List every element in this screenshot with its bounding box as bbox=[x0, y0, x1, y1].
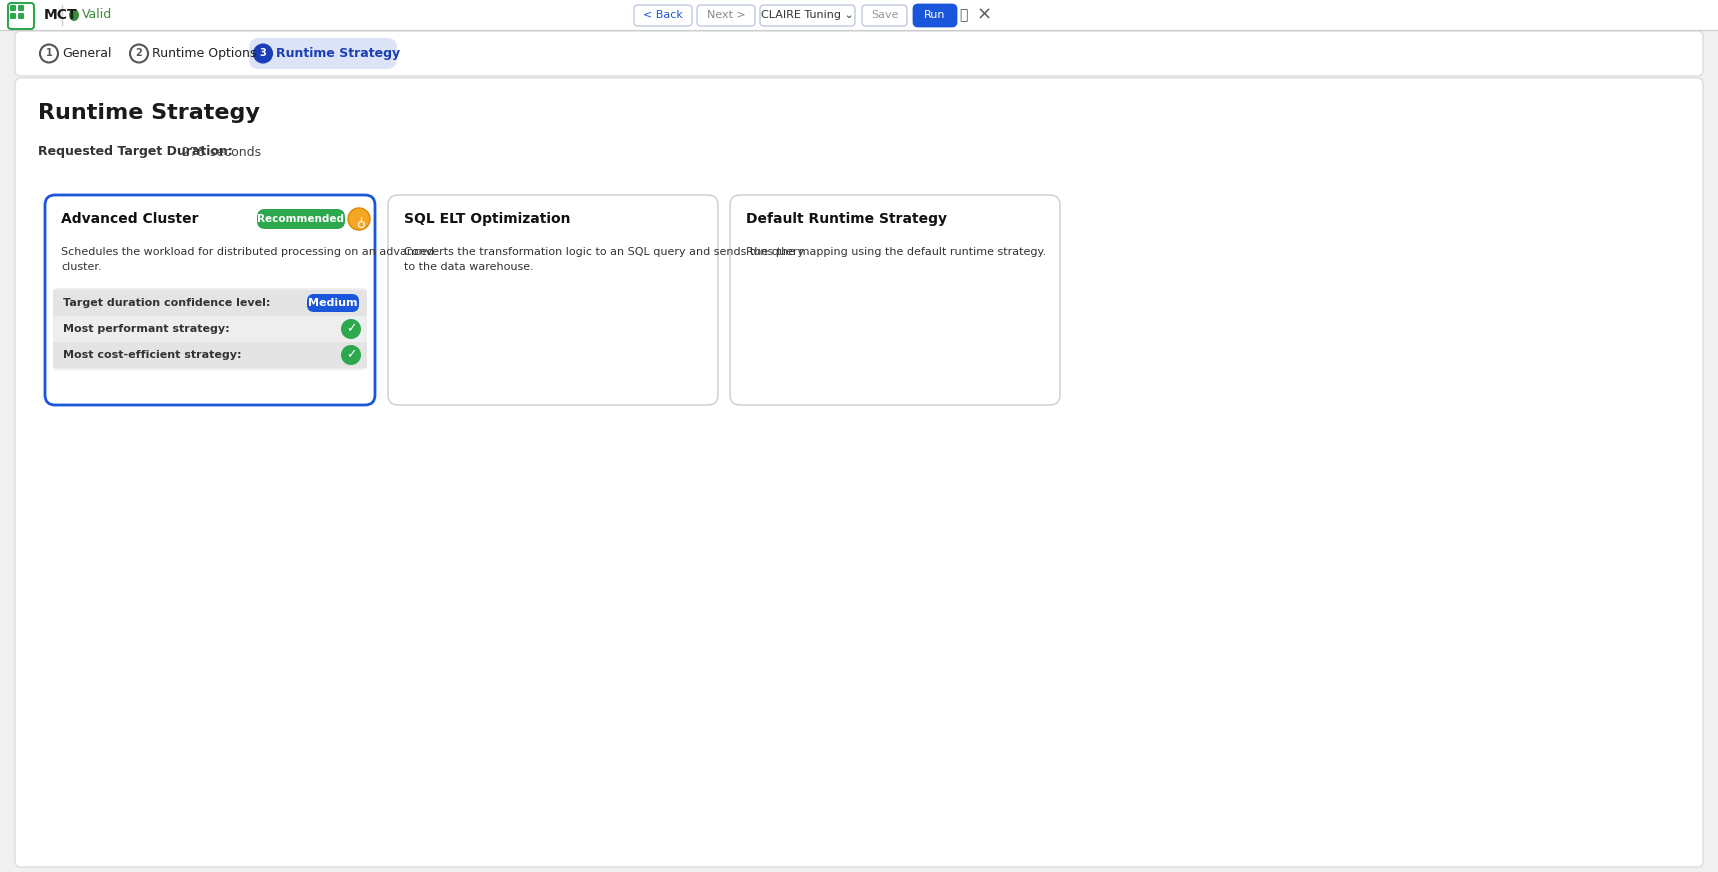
Circle shape bbox=[40, 44, 58, 63]
Text: CLAIRE Tuning ⌄: CLAIRE Tuning ⌄ bbox=[761, 10, 854, 20]
Circle shape bbox=[340, 345, 361, 365]
Text: Schedules the workload for distributed processing on an advanced
cluster.: Schedules the workload for distributed p… bbox=[62, 247, 435, 272]
FancyBboxPatch shape bbox=[53, 290, 368, 316]
FancyBboxPatch shape bbox=[15, 31, 1703, 76]
Text: MCT: MCT bbox=[45, 8, 77, 22]
Text: 275 seconds: 275 seconds bbox=[182, 146, 261, 159]
FancyBboxPatch shape bbox=[759, 5, 856, 26]
FancyBboxPatch shape bbox=[10, 5, 15, 11]
FancyBboxPatch shape bbox=[17, 5, 24, 11]
Text: Next >: Next > bbox=[706, 10, 746, 20]
Text: Target duration confidence level:: Target duration confidence level: bbox=[64, 298, 270, 308]
FancyBboxPatch shape bbox=[10, 13, 15, 19]
Circle shape bbox=[254, 44, 271, 63]
Text: Valid: Valid bbox=[82, 9, 112, 22]
Text: Converts the transformation logic to an SQL query and sends the query
to the dat: Converts the transformation logic to an … bbox=[404, 247, 804, 272]
FancyBboxPatch shape bbox=[53, 316, 368, 342]
FancyBboxPatch shape bbox=[634, 5, 692, 26]
FancyBboxPatch shape bbox=[45, 195, 375, 405]
Text: Runtime Strategy: Runtime Strategy bbox=[38, 103, 259, 123]
FancyBboxPatch shape bbox=[388, 195, 718, 405]
Text: Save: Save bbox=[871, 10, 899, 20]
Text: ⚲: ⚲ bbox=[354, 214, 364, 227]
FancyBboxPatch shape bbox=[15, 78, 1703, 867]
Text: Advanced Cluster: Advanced Cluster bbox=[62, 212, 199, 226]
Text: 2: 2 bbox=[136, 49, 143, 58]
Text: Requested Target Duration:: Requested Target Duration: bbox=[38, 146, 232, 159]
Text: ✓: ✓ bbox=[345, 323, 356, 336]
FancyBboxPatch shape bbox=[17, 13, 24, 19]
Text: Most performant strategy:: Most performant strategy: bbox=[64, 324, 230, 334]
Text: 3: 3 bbox=[259, 49, 266, 58]
FancyBboxPatch shape bbox=[249, 38, 397, 69]
Text: Default Runtime Strategy: Default Runtime Strategy bbox=[746, 212, 947, 226]
FancyBboxPatch shape bbox=[730, 195, 1060, 405]
Circle shape bbox=[131, 44, 148, 63]
Text: ✓: ✓ bbox=[345, 349, 356, 362]
Text: SQL ELT Optimization: SQL ELT Optimization bbox=[404, 212, 570, 226]
FancyBboxPatch shape bbox=[308, 294, 359, 312]
Text: Most cost-efficient strategy:: Most cost-efficient strategy: bbox=[64, 350, 242, 360]
Circle shape bbox=[340, 319, 361, 339]
FancyBboxPatch shape bbox=[862, 5, 907, 26]
Text: Recommended: Recommended bbox=[258, 214, 345, 224]
FancyBboxPatch shape bbox=[914, 5, 955, 26]
Text: Runtime Strategy: Runtime Strategy bbox=[277, 47, 400, 60]
FancyBboxPatch shape bbox=[698, 5, 754, 26]
Text: ⧉: ⧉ bbox=[959, 8, 967, 22]
Text: < Back: < Back bbox=[643, 10, 684, 20]
Text: General: General bbox=[62, 47, 112, 60]
Text: Medium: Medium bbox=[308, 298, 357, 308]
Text: Runtime Options: Runtime Options bbox=[151, 47, 256, 60]
FancyBboxPatch shape bbox=[53, 288, 368, 370]
Text: Run: Run bbox=[924, 10, 945, 20]
Text: 1: 1 bbox=[46, 49, 52, 58]
Text: Runs the mapping using the default runtime strategy.: Runs the mapping using the default runti… bbox=[746, 247, 1046, 257]
Circle shape bbox=[349, 208, 369, 230]
FancyBboxPatch shape bbox=[0, 0, 1718, 30]
Text: ×: × bbox=[976, 6, 991, 24]
Ellipse shape bbox=[69, 9, 79, 21]
FancyBboxPatch shape bbox=[258, 209, 345, 229]
FancyBboxPatch shape bbox=[53, 342, 368, 368]
